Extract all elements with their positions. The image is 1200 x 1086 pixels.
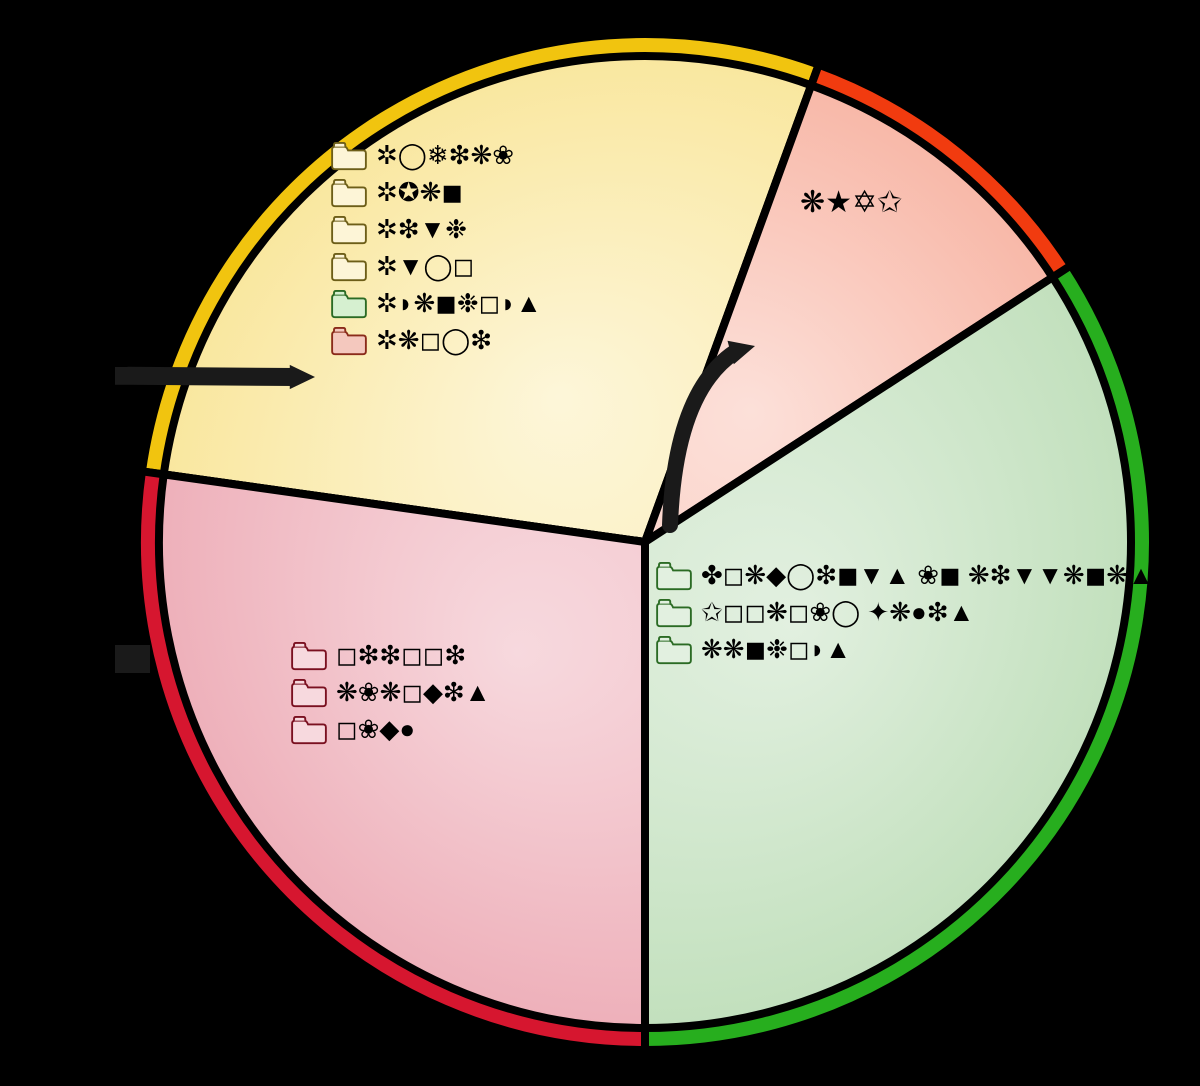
folder-label: ✩◻◻❋◻❀◯ ✦❋●❇▲ [701,597,974,628]
arrow-left [115,375,295,377]
folder-item: ❋❀❋◻◆❇▲ [290,677,490,708]
folder-icon [655,635,693,665]
folder-item: ✲❋◻◯❇ [330,325,542,356]
folder-label: ◻❀◆● [336,714,415,745]
folder-item: ✲◗❋◼❉◻◗▲ [330,288,542,319]
folder-label: ✲▼◯◻ [376,251,474,282]
folder-label: ❋❀❋◻◆❇▲ [336,677,490,708]
folder-item: ◻❀◆● [290,714,490,745]
folder-item: ◻❇❇◻◻❇ [290,640,490,671]
folder-icon [655,561,693,591]
folder-item: ✤◻❋◆◯❇◼▼▲ ❀◼ ❋❇▼▼❋◼❋▲ [655,560,1154,591]
folder-list-green: ✤◻❋◆◯❇◼▼▲ ❀◼ ❋❇▼▼❋◼❋▲ ✩◻◻❋◻❀◯ ✦❋●❇▲ ❋❋◼❉… [655,560,1154,665]
folder-label: ◻❇❇◻◻❇ [336,640,466,671]
slice-fill-red [159,474,645,1028]
folder-label: ✲❇▼❉ [376,214,467,245]
folder-label: ✲✪❋◼ [376,177,463,208]
folder-label: ✤◻❋◆◯❇◼▼▲ ❀◼ ❋❇▼▼❋◼❋▲ [701,560,1154,591]
folder-icon [330,215,368,245]
folder-item: ✲✪❋◼ [330,177,542,208]
folder-icon [330,178,368,208]
folder-icon [655,598,693,628]
folder-item: ✲▼◯◻ [330,251,542,282]
folder-icon [330,326,368,356]
orange-slice-label: ❋★✡✩ [800,185,902,220]
folder-icon [330,141,368,171]
folder-icon [290,641,328,671]
folder-list-red: ◻❇❇◻◻❇ ❋❀❋◻◆❇▲ ◻❀◆● [290,640,490,745]
folder-icon [330,289,368,319]
folder-icon [330,252,368,282]
folder-label: ❋❋◼❉◻◗▲ [701,634,851,665]
folder-label: ✲❋◻◯❇ [376,325,492,356]
folder-item: ✩◻◻❋◻❀◯ ✦❋●❇▲ [655,597,1154,628]
folder-label: ✲◯❄❇❋❀ [376,140,514,171]
pie-chart: ✲◯❄❇❋❀ ✲✪❋◼ ✲❇▼❉ ✲▼◯◻ ✲◗❋◼❉◻◗▲ ✲❋◻◯❇ ◻❇❇… [115,30,1175,1060]
folder-list-yellow: ✲◯❄❇❋❀ ✲✪❋◼ ✲❇▼❉ ✲▼◯◻ ✲◗❋◼❉◻◗▲ ✲❋◻◯❇ [330,140,542,356]
folder-item: ❋❋◼❉◻◗▲ [655,634,1154,665]
folder-item: ✲◯❄❇❋❀ [330,140,542,171]
folder-label: ✲◗❋◼❉◻◗▲ [376,288,542,319]
folder-icon [290,678,328,708]
folder-item: ✲❇▼❉ [330,214,542,245]
decorative-bar [115,645,150,673]
folder-icon [290,715,328,745]
